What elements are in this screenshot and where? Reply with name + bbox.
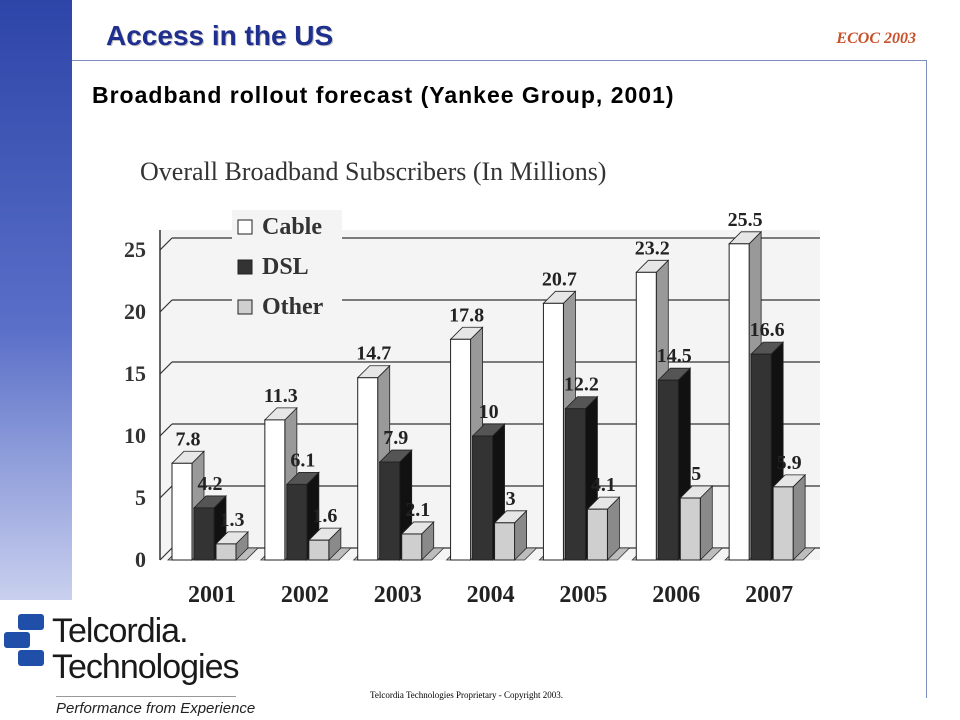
- x-tick-label: 2002: [281, 582, 329, 608]
- right-border: [926, 60, 927, 698]
- data-label: 17.8: [449, 304, 484, 326]
- data-label: 23.2: [635, 237, 670, 259]
- data-label: 4.2: [198, 473, 223, 495]
- bar-dsl: [379, 461, 401, 561]
- y-tick-label: 15: [124, 361, 146, 386]
- legend-swatch: [237, 299, 253, 315]
- bar-other: [215, 543, 237, 561]
- bar-side: [699, 485, 713, 561]
- x-tick-label: 2004: [467, 582, 515, 608]
- conference-label: ECOC 2003: [836, 30, 916, 47]
- data-label: 25.5: [728, 209, 763, 231]
- y-tick-label: 20: [124, 299, 146, 324]
- chart-title: Overall Broadband Subscribers (In Millio…: [140, 157, 606, 186]
- slide-subtitle: Broadband rollout forecast (Yankee Group…: [92, 82, 675, 108]
- bar-other: [401, 533, 423, 561]
- logo-text-line1: Telcordia.: [52, 612, 188, 650]
- tagline: Performance from Experience: [56, 700, 256, 717]
- bar-cable: [542, 302, 564, 561]
- data-label: 14.5: [657, 345, 692, 367]
- data-label: 11.3: [264, 385, 298, 407]
- grid-diag: [159, 299, 173, 313]
- data-label: 14.7: [356, 343, 391, 365]
- logo-mark-icon: [4, 614, 44, 666]
- x-tick-label: 2003: [374, 582, 422, 608]
- bar-dsl: [564, 408, 586, 561]
- x-tick-label: 2006: [652, 582, 700, 608]
- x-tick-label: 2007: [745, 582, 793, 608]
- data-label: 16.6: [750, 319, 785, 341]
- bar-cable: [450, 338, 472, 561]
- grid-diag: [159, 547, 173, 561]
- logo-separator: [56, 696, 236, 697]
- data-label: 5: [691, 463, 701, 485]
- y-tick-label: 0: [135, 547, 146, 572]
- legend-swatch: [237, 219, 253, 235]
- bar-cable: [264, 419, 286, 561]
- bar-other: [308, 539, 330, 561]
- y-tick-label: 5: [135, 485, 146, 510]
- bar-dsl: [472, 435, 494, 561]
- data-label: 5.9: [777, 452, 802, 474]
- bar-cable: [728, 243, 750, 561]
- broadband-chart: Overall Broadband Subscribers (In Millio…: [124, 157, 820, 608]
- legend-label: Cable: [262, 214, 322, 240]
- data-label: 6.1: [290, 449, 315, 471]
- data-label: 3: [506, 488, 516, 510]
- bar-dsl: [193, 507, 215, 561]
- data-label: 1.3: [220, 509, 245, 531]
- grid-diag: [159, 361, 173, 375]
- telcordia-logo: Telcordia. Technologies: [4, 612, 239, 686]
- bar-dsl: [750, 353, 772, 561]
- grid-diag: [159, 485, 173, 499]
- data-label: 10: [479, 401, 499, 423]
- y-tick-label: 25: [124, 237, 146, 262]
- data-label: 7.9: [383, 427, 408, 449]
- data-label: 7.8: [176, 428, 201, 450]
- legend-label: Other: [262, 294, 324, 320]
- legend-swatch: [237, 259, 253, 275]
- bar-other: [494, 522, 516, 561]
- logo-text-line2: Technologies: [52, 648, 238, 686]
- slide-title: Access in the US: [106, 20, 334, 51]
- y-tick-label: 10: [124, 423, 146, 448]
- bar-cable: [357, 377, 379, 561]
- bar-other: [679, 497, 701, 561]
- data-label: 1.6: [312, 505, 337, 527]
- bar-side: [792, 473, 806, 561]
- bar-dsl: [657, 379, 679, 561]
- header-divider: [72, 60, 927, 61]
- slide-sidebar: [0, 0, 72, 600]
- footer-copyright: Telcordia Technologies Proprietary - Cop…: [370, 690, 564, 700]
- bar-other: [586, 508, 608, 561]
- x-tick-label: 2001: [188, 582, 236, 608]
- data-label: 2.1: [405, 499, 430, 521]
- bar-cable: [635, 271, 657, 561]
- x-tick-label: 2005: [559, 582, 607, 608]
- grid-diag: [159, 423, 173, 437]
- data-label: 20.7: [542, 268, 577, 290]
- grid-diag: [159, 237, 173, 251]
- bar-cable: [171, 462, 193, 561]
- data-label: 12.2: [564, 374, 599, 396]
- bar-other: [772, 486, 794, 561]
- data-label: 4.1: [591, 474, 616, 496]
- bar-dsl: [286, 483, 308, 561]
- legend-label: DSL: [262, 254, 309, 280]
